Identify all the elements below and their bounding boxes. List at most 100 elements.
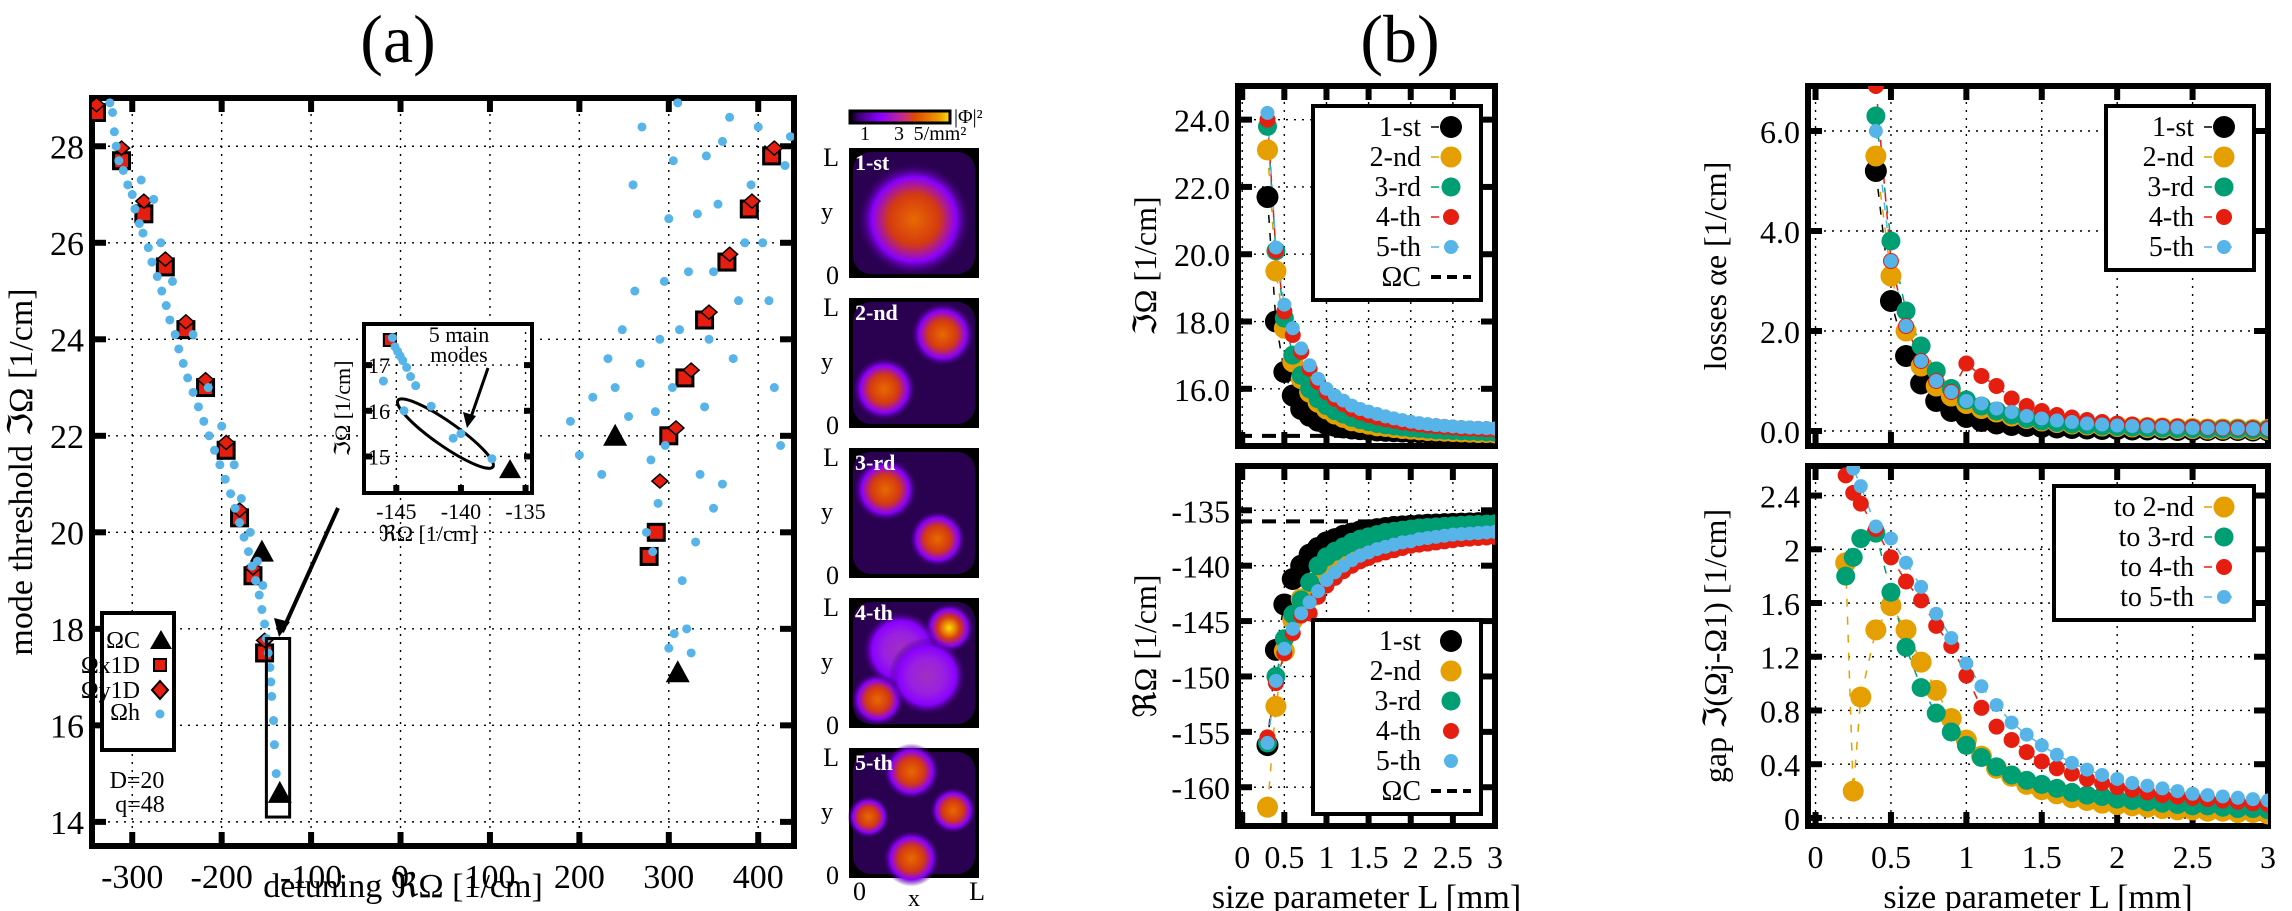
omega-h-point	[235, 518, 245, 528]
data-point	[2170, 784, 2185, 799]
omega-1dy-point	[765, 140, 784, 157]
data-point	[1867, 86, 1884, 94]
omega-h-point	[114, 156, 124, 166]
data-point	[1488, 524, 1495, 539]
omega-h-point	[267, 691, 277, 701]
colorbar	[848, 109, 952, 125]
dot-icon	[155, 709, 165, 719]
omega-h-point	[709, 503, 719, 513]
data-point	[1958, 667, 1975, 684]
omega-h-point	[597, 469, 607, 479]
omega-h-point	[269, 740, 279, 750]
inset-h-point	[378, 376, 388, 386]
data-point	[2003, 732, 2020, 749]
omega-h-point	[157, 286, 167, 296]
legend-label: 5-th	[1376, 232, 1421, 263]
omega-h-point	[565, 416, 575, 426]
data-point	[2200, 788, 2215, 803]
colorbar-tick-label: 3	[894, 123, 904, 145]
omega-h-point	[210, 445, 220, 455]
y-tick-label: -155	[1171, 715, 1230, 751]
omega-h-point	[717, 479, 727, 489]
y-tick-label: 1.2	[1760, 640, 1800, 676]
panel-a-plot: -300 -200 -100 0 100 200 300 400 14 16 18 20 22 24 26 2…	[3, 95, 797, 905]
inset-x-tick-label: -140	[441, 499, 481, 524]
plot-frame	[89, 95, 797, 849]
map-y-L: L	[823, 293, 839, 322]
data-point	[1868, 519, 1883, 534]
data-point	[1883, 531, 1898, 546]
omega-h-point	[675, 325, 685, 335]
omega-h-point	[269, 716, 279, 726]
omega-h-point	[215, 460, 225, 470]
omega-h-point	[260, 619, 270, 629]
y-tick-label: -145	[1171, 604, 1230, 640]
omega-h-point	[123, 180, 133, 190]
x-tick-label: 2.5	[2173, 839, 2213, 875]
inset-x-axis-label: ℜΩ [1/cm]	[379, 521, 477, 546]
omega-1dy-point	[742, 193, 762, 210]
y-tick-label: 16	[50, 708, 84, 745]
data-point	[1940, 708, 1962, 730]
data-point	[1842, 780, 1864, 802]
inset-h-point	[411, 381, 421, 391]
data-point	[1277, 641, 1292, 656]
y-tick-label: -150	[1171, 659, 1230, 695]
omega-h-point	[700, 402, 710, 412]
y-tick-label: 16.0	[1174, 372, 1230, 408]
legend-marker-icon	[2213, 116, 2235, 138]
omega-h-point	[709, 267, 719, 277]
x-tick-label: 300	[643, 859, 694, 896]
data-point	[1973, 368, 1990, 384]
x-axis-label: detuning ℜΩ [1/cm]	[263, 868, 543, 905]
data-point	[2261, 793, 2268, 808]
data-point	[1883, 254, 1898, 268]
x-tick-label: 0.5	[1871, 839, 1911, 875]
plot-body	[1864, 86, 2268, 442]
y-tick-label: 22	[50, 419, 84, 456]
y-tick-label: 22.0	[1174, 170, 1230, 206]
omega-h-point	[682, 624, 692, 634]
legend-label: 1-st	[1379, 112, 1421, 143]
omega-h-point	[178, 358, 188, 368]
data-point	[1311, 371, 1326, 386]
omega-h-point	[653, 498, 663, 508]
omega-h-point	[203, 383, 213, 393]
plot-frame	[1235, 83, 1498, 449]
mode-lobe	[888, 637, 966, 715]
y-tick-label: 6.0	[1760, 114, 1800, 150]
data-point	[1285, 321, 1300, 336]
data-point	[2155, 420, 2170, 434]
data-point	[2003, 390, 2020, 407]
legend-marker-icon	[2213, 496, 2235, 518]
series-line-to 5-th	[1850, 466, 2268, 802]
data-point	[2107, 789, 2127, 809]
omega-h-point	[740, 238, 750, 248]
omega-h-point	[108, 107, 118, 117]
data-point	[1880, 265, 1902, 287]
y-tick-label: 24	[50, 322, 84, 359]
legend-label: to 4-th	[2120, 552, 2194, 583]
map-x-L: L	[969, 877, 985, 906]
panel-label-b: (b)	[1360, 1, 1439, 77]
omega-h-point	[701, 151, 711, 161]
inset-h-point	[387, 333, 397, 343]
mode-map-label: 2-nd	[855, 300, 898, 325]
data-point	[2018, 398, 2035, 414]
omega-h-point	[149, 194, 159, 204]
data-point	[2047, 778, 2067, 798]
data-point	[2004, 405, 2019, 419]
inset-annotation-line1: 5 main	[429, 322, 490, 347]
data-point	[1294, 606, 1309, 621]
inset-frame	[362, 322, 534, 495]
colorbar-tick-label: 1	[860, 123, 870, 145]
data-point	[1268, 240, 1283, 255]
legend-label: 3-rd	[1374, 686, 1421, 717]
inset-arrow	[468, 367, 490, 421]
data-point	[1839, 448, 1853, 462]
data-point	[1941, 722, 1961, 742]
data-point	[1882, 549, 1899, 566]
data-point	[2245, 792, 2260, 807]
y-tick-label: 0.0	[1760, 414, 1800, 450]
